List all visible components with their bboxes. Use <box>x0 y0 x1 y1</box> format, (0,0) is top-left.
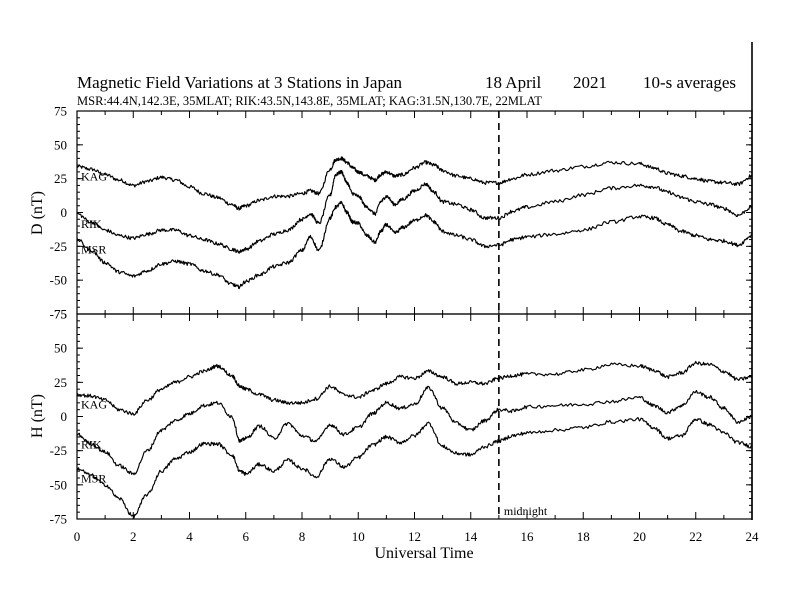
chart-averaging: 10-s averages <box>643 73 736 92</box>
station-info: MSR:44.4N,142.3E, 35MLAT; RIK:43.5N,143.… <box>77 94 542 108</box>
y-tick-label: -50 <box>50 477 67 492</box>
station-label-kag: KAG <box>81 169 107 183</box>
station-label-msr: MSR <box>81 243 106 257</box>
y-tick-label: 75 <box>54 104 67 119</box>
y-tick-label: 50 <box>54 341 67 356</box>
x-tick-label: 8 <box>299 529 306 544</box>
x-tick-label: 22 <box>689 529 702 544</box>
y-tick-label: -25 <box>50 443 67 458</box>
y-tick-label: 50 <box>54 137 67 152</box>
lower-panel-ylabel: H (nT) <box>29 394 46 438</box>
y-tick-label: 75 <box>54 307 67 322</box>
x-tick-label: 12 <box>408 529 421 544</box>
x-tick-label: 14 <box>464 529 478 544</box>
x-axis-label: Universal Time <box>374 545 473 562</box>
trace-rik-lower <box>76 385 753 476</box>
upper-panel-ylabel: D (nT) <box>29 191 46 235</box>
tick-labels: 75 50 25 0 -25 -50 -75 KAG RIK MSR 75 50 25 0 -25 -50 -7… <box>50 104 759 545</box>
x-tick-label: 10 <box>352 529 365 544</box>
station-label-msr: MSR <box>81 471 106 485</box>
chart-date: 18 April <box>485 73 541 92</box>
y-tick-label: 0 <box>61 409 68 424</box>
y-tick-label: 0 <box>61 205 68 220</box>
trace-msr-lower <box>76 416 753 519</box>
x-tick-label: 6 <box>243 529 250 544</box>
station-label-rik: RIK <box>81 217 102 231</box>
x-tick-label: 4 <box>186 529 193 544</box>
y-tick-label: -25 <box>50 239 67 254</box>
data-traces <box>76 156 753 519</box>
y-tick-label: 25 <box>54 171 67 186</box>
y-tick-label: -75 <box>50 307 67 322</box>
trace-msr-upper <box>76 200 753 290</box>
chart-title: Magnetic Field Variations at 3 Stations … <box>77 73 403 92</box>
x-tick-label: 2 <box>130 529 137 544</box>
x-tick-label: 16 <box>521 529 535 544</box>
upper-panel-frame <box>76 110 753 315</box>
chart-year: 2021 <box>573 73 607 92</box>
trace-kag-lower <box>76 360 753 416</box>
y-tick-label: 25 <box>54 375 67 390</box>
x-tick-label: 0 <box>74 529 81 544</box>
midnight-marker-label: midnight <box>504 504 548 518</box>
x-tick-label: 24 <box>746 529 760 544</box>
lower-panel-frame <box>76 313 753 520</box>
y-tick-label: -50 <box>50 273 67 288</box>
trace-rik-upper <box>76 169 753 254</box>
trace-kag-upper <box>76 156 753 211</box>
station-label-rik: RIK <box>81 437 102 451</box>
station-label-kag: KAG <box>81 398 107 412</box>
y-tick-label: -75 <box>50 512 67 527</box>
x-tick-label: 18 <box>577 529 590 544</box>
x-tick-label: 20 <box>633 529 646 544</box>
